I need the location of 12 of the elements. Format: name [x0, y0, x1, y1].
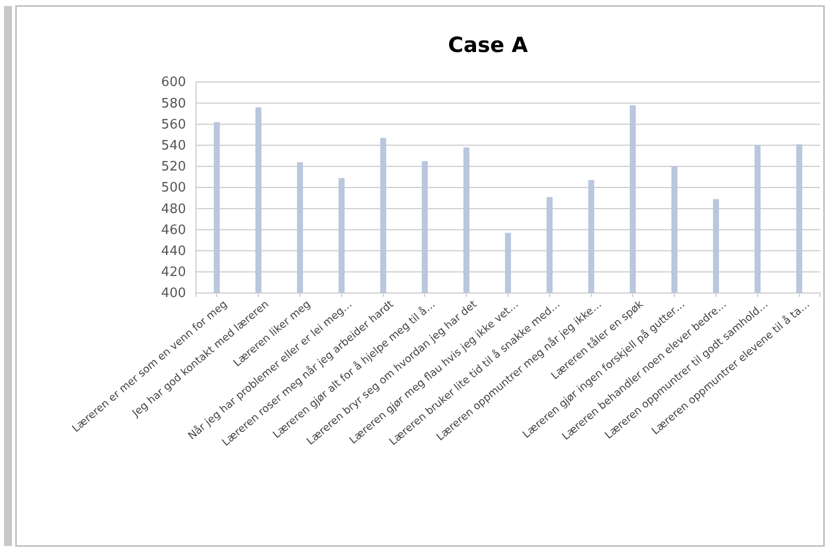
y-tick-label: 460 — [161, 222, 186, 238]
chart-title: Case A — [448, 33, 529, 57]
y-tick-label: 400 — [161, 286, 186, 302]
y-tick-label: 520 — [161, 160, 186, 175]
y-tick-label: 540 — [161, 138, 186, 154]
y-tick-label: 560 — [161, 117, 186, 132]
y-tick-label: 600 — [161, 75, 186, 90]
y-tick-label: 580 — [161, 96, 186, 112]
y-tick-label: 500 — [161, 180, 186, 196]
y-tick-label: 440 — [161, 244, 186, 259]
y-tick-label: 420 — [161, 265, 186, 280]
y-tick-label: 480 — [161, 202, 186, 217]
